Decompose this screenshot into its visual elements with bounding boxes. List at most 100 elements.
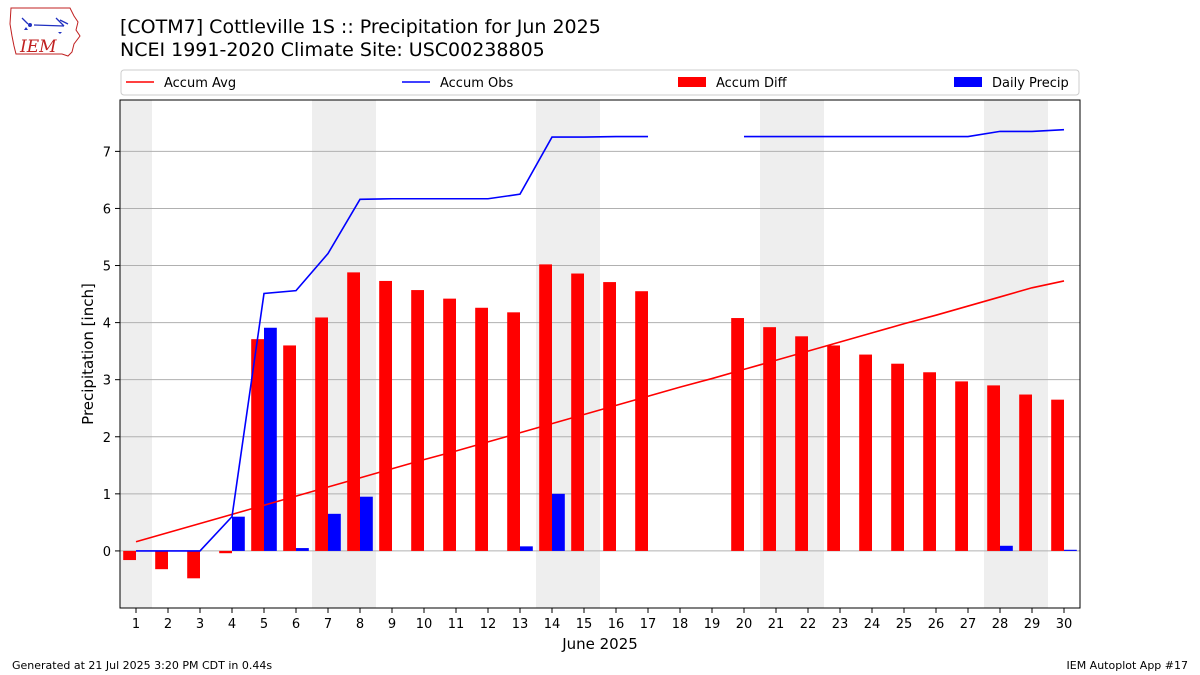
xtick-label-20: 20 [736, 617, 753, 632]
xtick-label-10: 10 [416, 617, 433, 632]
xtick-label-16: 16 [608, 617, 625, 632]
xtick-label-29: 29 [1024, 617, 1041, 632]
xtick-label-1: 1 [132, 617, 140, 632]
xtick-label-26: 26 [928, 617, 945, 632]
daily-bar-day-5 [264, 327, 277, 551]
daily-bar-day-28 [1000, 545, 1013, 551]
xtick-label-8: 8 [356, 617, 364, 632]
diff-bar-day-7 [315, 317, 328, 551]
diff-bar-day-16 [603, 282, 616, 551]
xtick-label-11: 11 [448, 617, 465, 632]
legend-box [120, 69, 1080, 96]
xtick-label-21: 21 [768, 617, 785, 632]
legend-label-0: Accum Avg [164, 76, 236, 91]
y-axis-label: Precipitation [inch] [79, 283, 97, 425]
legend-swatch-2 [678, 77, 706, 87]
xtick-label-23: 23 [832, 617, 849, 632]
accum-obs-line-0 [136, 135, 648, 552]
daily-bar-day-14 [552, 493, 565, 551]
diff-bar-day-15 [571, 273, 584, 551]
app-label: IEM Autoplot App #17 [1066, 659, 1189, 672]
xtick-label-15: 15 [576, 617, 593, 632]
generated-timestamp: Generated at 21 Jul 2025 3:20 PM CDT in … [12, 659, 273, 672]
diff-bar-day-23 [827, 345, 840, 551]
ytick-label-6: 6 [103, 202, 111, 217]
diff-bar-day-5 [251, 339, 264, 551]
logo-text: IEM [19, 37, 57, 57]
diff-bar-day-26 [923, 372, 936, 551]
chart-subtitle: NCEI 1991-2020 Climate Site: USC00238805 [120, 39, 545, 61]
xtick-label-27: 27 [960, 617, 977, 632]
xtick-label-12: 12 [480, 617, 497, 632]
diff-bar-day-6 [283, 345, 296, 551]
daily-bar-day-30 [1064, 549, 1077, 551]
ytick-label-5: 5 [103, 260, 111, 275]
daily-bar-day-13 [520, 546, 533, 551]
ytick-label-7: 7 [103, 145, 111, 160]
xtick-label-28: 28 [992, 617, 1009, 632]
diff-bar-day-3 [187, 550, 200, 579]
xtick-label-13: 13 [512, 617, 529, 632]
xtick-label-9: 9 [388, 617, 396, 632]
ytick-label-2: 2 [103, 431, 111, 446]
x-axis-label: June 2025 [561, 635, 638, 653]
diff-bar-day-22 [795, 336, 808, 551]
xtick-label-17: 17 [640, 617, 657, 632]
iem-iowa-map-logo-icon: IEM [9, 7, 81, 57]
xtick-label-4: 4 [228, 617, 236, 632]
diff-bar-day-28 [987, 385, 1000, 551]
diff-bar-day-17 [635, 291, 648, 551]
diff-bar-day-21 [763, 327, 776, 551]
daily-bar-day-4 [232, 516, 245, 551]
xtick-label-30: 30 [1056, 617, 1073, 632]
accum-obs-line-1 [744, 128, 1065, 138]
diff-bar-day-1 [123, 550, 136, 561]
diff-bar-day-14 [539, 264, 552, 551]
ytick-label-3: 3 [103, 374, 111, 389]
diff-bar-day-2 [155, 550, 168, 570]
daily-bar-day-6 [296, 548, 309, 551]
diff-bar-day-13 [507, 312, 520, 551]
diff-bar-day-12 [475, 307, 488, 551]
xtick-label-22: 22 [800, 617, 817, 632]
xtick-label-7: 7 [324, 617, 332, 632]
legend-label-2: Accum Diff [716, 76, 788, 91]
diff-bar-day-29 [1019, 394, 1032, 551]
xtick-label-25: 25 [896, 617, 913, 632]
diff-bar-day-9 [379, 280, 392, 551]
xtick-label-3: 3 [196, 617, 204, 632]
weekend-band-0 [120, 100, 152, 608]
xtick-label-6: 6 [292, 617, 300, 632]
legend-label-1: Accum Obs [440, 76, 513, 91]
diff-bar-day-8 [347, 272, 360, 551]
bars [123, 264, 1077, 579]
iem-logo: IEM [8, 6, 82, 62]
diff-bar-day-11 [443, 298, 456, 551]
ytick-label-0: 0 [103, 545, 111, 560]
diff-bar-day-4 [219, 550, 232, 554]
daily-bar-day-8 [360, 496, 373, 551]
daily-bar-day-7 [328, 513, 341, 551]
diff-bar-day-25 [891, 363, 904, 551]
diff-bar-day-27 [955, 381, 968, 551]
legend-label-3: Daily Precip [992, 76, 1069, 91]
accum-avg-line-0 [135, 280, 1065, 543]
diff-bar-day-20 [731, 318, 744, 551]
legend: Accum Avg Accum Obs Accum Diff Daily Precip [120, 69, 1080, 96]
chart-title: [COTM7] Cottleville 1S :: Precipitation … [120, 16, 601, 38]
xtick-label-2: 2 [164, 617, 172, 632]
diff-bar-day-10 [411, 290, 424, 551]
ytick-label-4: 4 [103, 317, 111, 332]
xtick-label-24: 24 [864, 617, 881, 632]
xtick-label-5: 5 [260, 617, 268, 632]
plot-frame [119, 99, 1081, 609]
ytick-label-1: 1 [103, 488, 111, 503]
lines [135, 128, 1065, 552]
grid-lines [120, 150, 1080, 552]
xtick-label-18: 18 [672, 617, 689, 632]
diff-bar-day-24 [859, 354, 872, 551]
legend-swatch-3 [954, 77, 982, 87]
diff-bar-day-30 [1051, 399, 1064, 551]
